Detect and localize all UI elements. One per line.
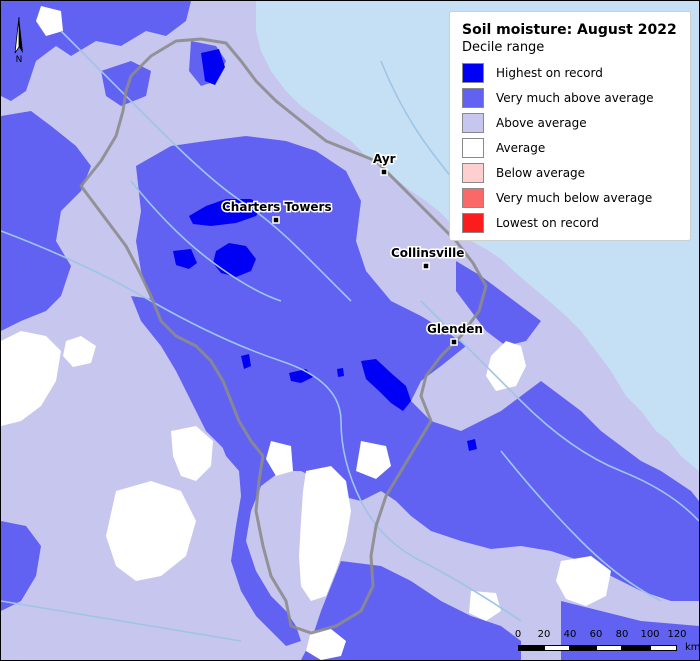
scale-tick: 100 (640, 629, 660, 640)
scale-tick: 40 (563, 629, 577, 640)
scale-unit: km (685, 642, 700, 653)
legend-swatch (462, 187, 484, 208)
scale-segment (650, 645, 677, 651)
town-label-collinsville: Collinsville (391, 246, 464, 260)
highest-on-record-regions (173, 49, 477, 451)
town-marker (272, 216, 280, 224)
legend-title: Soil moisture: August 2022 (462, 22, 677, 38)
legend-swatch (462, 212, 484, 233)
town-marker (380, 168, 388, 176)
legend-label: Very much below average (496, 190, 653, 205)
town-label-glenden: Glenden (427, 322, 483, 336)
legend-label: Highest on record (496, 65, 603, 80)
scale-segment (570, 645, 596, 651)
legend-label: Very much above average (496, 90, 654, 105)
legend-label: Lowest on record (496, 215, 599, 230)
town-collinsville: Collinsville (390, 245, 466, 270)
town-label-charters-towers: Charters Towers (222, 200, 332, 214)
legend-swatch (462, 87, 484, 108)
legend-item: Highest on record (462, 60, 680, 85)
legend-swatch (462, 112, 484, 133)
north-letter: N (15, 55, 23, 65)
legend-swatch (462, 162, 484, 183)
north-arrow: N (9, 15, 29, 77)
town-charters-towers: Charters Towers (221, 199, 333, 224)
scale-segment (518, 645, 544, 651)
legend-swatch (462, 62, 484, 83)
legend-label: Average (496, 140, 546, 155)
north-arrow-icon (14, 16, 23, 54)
legend-item: Below average (462, 160, 680, 185)
legend-item: Lowest on record (462, 210, 680, 235)
town-marker (422, 262, 430, 270)
scale-tick: 60 (589, 629, 603, 640)
legend-label: Below average (496, 165, 586, 180)
rivers (1, 30, 699, 642)
town-label-ayr: Ayr (373, 152, 396, 166)
town-marker (450, 338, 458, 346)
legend-item: Very much below average (462, 185, 680, 210)
scale-tick: 20 (537, 629, 551, 640)
catchment-boundary (79, 37, 488, 635)
scale-tick: 80 (615, 629, 629, 640)
scale-segment (544, 645, 570, 651)
legend-item: Very much above average (462, 85, 680, 110)
town-glenden: Glenden (426, 321, 484, 346)
town-markers: Ayr Charters Towers Collinsville Glenden (221, 151, 484, 346)
scale-tick: 120 (667, 629, 687, 640)
town-ayr: Ayr (372, 151, 397, 176)
scale-segment (596, 645, 622, 651)
legend-item: Average (462, 135, 680, 160)
scale-segment (622, 645, 650, 651)
legend-item: Above average (462, 110, 680, 135)
scale-bar: 0 20 40 60 80 100 120 km (513, 629, 699, 655)
legend-swatch (462, 137, 484, 158)
legend-label: Above average (496, 115, 587, 130)
legend: Soil moisture: August 2022 Decile range … (449, 11, 691, 241)
legend-subtitle: Decile range (462, 40, 545, 55)
scale-tick: 0 (514, 629, 522, 640)
